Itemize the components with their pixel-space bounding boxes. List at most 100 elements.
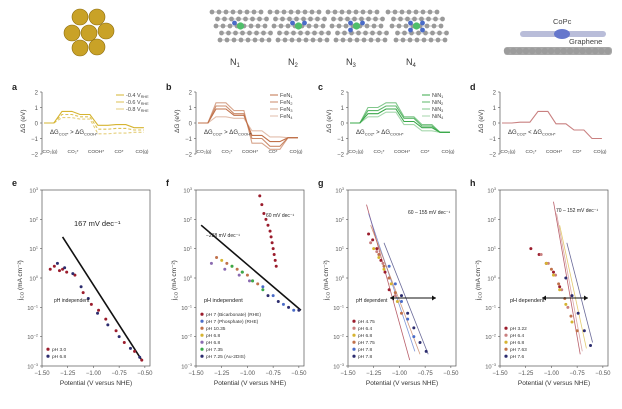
- carbon-atom: [289, 37, 295, 43]
- y-axis-label: jCO (mA cm⁻²): [323, 260, 331, 301]
- carbon-atom: [329, 23, 335, 29]
- carbon-atom: [435, 37, 441, 43]
- x-axis-label: Potential (V versus NHE): [214, 380, 286, 387]
- y-tick-label: 2: [493, 91, 497, 97]
- carbon-atom: [367, 9, 373, 15]
- data-point: [554, 273, 558, 277]
- data-point: [63, 266, 67, 270]
- carbon-atom: [306, 23, 312, 29]
- legend-marker: [352, 340, 356, 344]
- data-point: [230, 264, 234, 268]
- structure-label-n2: N2: [288, 57, 299, 69]
- x-tick-label: −0.50: [137, 371, 153, 377]
- carbon-atom: [240, 30, 245, 36]
- data-point: [256, 282, 260, 286]
- fit-line: [566, 242, 593, 343]
- data-point: [86, 297, 90, 301]
- legend-marker: [504, 347, 508, 351]
- carbon-atom: [250, 16, 255, 22]
- data-point: [412, 335, 416, 339]
- carbon-atom: [430, 30, 435, 36]
- graphene-sheet-n3: [325, 9, 389, 43]
- carbon-atom: [254, 30, 259, 36]
- carbon-atom: [405, 16, 410, 22]
- data-point: [251, 279, 255, 283]
- legend-marker: [504, 333, 508, 337]
- carbon-atom: [423, 30, 428, 36]
- carbon-atom: [554, 47, 561, 55]
- carbon-atom: [360, 9, 366, 15]
- data-point: [133, 349, 137, 353]
- data-point: [247, 279, 251, 283]
- legend-label: pH 7.35: [206, 347, 223, 353]
- carbon-atom: [370, 30, 375, 36]
- plot-annotation: 70 – 152 mV dec⁻¹: [556, 208, 598, 214]
- data-point: [387, 288, 391, 292]
- carbon-atom: [598, 47, 605, 55]
- carbon-atom: [319, 30, 324, 36]
- y-tick-label: 102: [29, 216, 38, 224]
- x-tick-label: −0.75: [418, 371, 434, 377]
- data-point: [399, 299, 403, 303]
- carbon-atom: [399, 9, 405, 15]
- y-tick-label: 0: [341, 122, 345, 128]
- carbon-atom: [271, 23, 277, 29]
- carbon-atom: [516, 47, 523, 55]
- y-tick-label: 1: [341, 106, 345, 112]
- nitrogen-atom: [408, 27, 413, 33]
- nitrogen-atom: [360, 20, 365, 26]
- data-point: [272, 253, 276, 257]
- data-point: [551, 270, 555, 274]
- y-tick-label: −1: [185, 137, 193, 143]
- data-point: [281, 302, 285, 306]
- data-point: [399, 311, 403, 315]
- plot-annotation: pH independent: [54, 298, 90, 304]
- y-tick-label: 10−2: [485, 334, 496, 342]
- energy-series: [350, 111, 450, 133]
- y-tick-label: 10−3: [181, 363, 192, 371]
- y-axis-label: jCO (mA cm⁻²): [171, 260, 179, 301]
- data-point: [106, 323, 110, 327]
- carbon-atom: [566, 47, 574, 55]
- carbon-atom: [342, 30, 347, 36]
- copc-on-graphene: [503, 29, 612, 55]
- carbon-atom: [333, 37, 339, 43]
- carbon-atom: [247, 30, 252, 36]
- carbon-atom: [380, 16, 385, 22]
- data-point: [292, 308, 296, 312]
- energy-series: [350, 105, 450, 133]
- data-point: [240, 270, 244, 274]
- data-point: [375, 247, 379, 251]
- carbon-atom: [268, 30, 273, 36]
- y-tick-label: 103: [335, 187, 344, 195]
- carbon-atom: [332, 9, 338, 15]
- carbon-atom: [434, 9, 440, 15]
- x-tick-label: −1.50: [188, 371, 204, 377]
- step-label: COOH*: [242, 149, 258, 155]
- carbon-atom: [326, 30, 331, 36]
- kinetic-panel-h: h 103 102 101 100 10−1 10−2 10−3−1.50 −1.25 −1.00…: [470, 178, 611, 387]
- carbon-atom: [251, 9, 257, 15]
- carbon-atom: [335, 30, 340, 36]
- step-label: COOH*: [88, 149, 104, 155]
- carbon-atom: [440, 16, 445, 22]
- fit-line: [366, 204, 411, 361]
- y-axis-label: ΔG (eV): [174, 110, 181, 133]
- data-point: [271, 247, 275, 251]
- data-point: [260, 203, 264, 207]
- data-point: [65, 270, 69, 274]
- carbon-atom: [219, 30, 224, 36]
- data-point: [235, 267, 239, 271]
- carbon-atom: [340, 37, 346, 43]
- data-point: [589, 343, 593, 347]
- carbon-atom: [400, 37, 406, 43]
- arrow-head: [432, 295, 436, 301]
- legend-label: -0.6 VRHE: [126, 100, 149, 106]
- data-point: [424, 349, 428, 353]
- panel-letter: d: [470, 82, 476, 92]
- step-label: CO*: [114, 149, 123, 155]
- legend-marker: [352, 354, 356, 358]
- y-tick-label: 101: [335, 246, 344, 254]
- y-tick-label: 10−2: [333, 334, 344, 342]
- data-point: [79, 285, 83, 289]
